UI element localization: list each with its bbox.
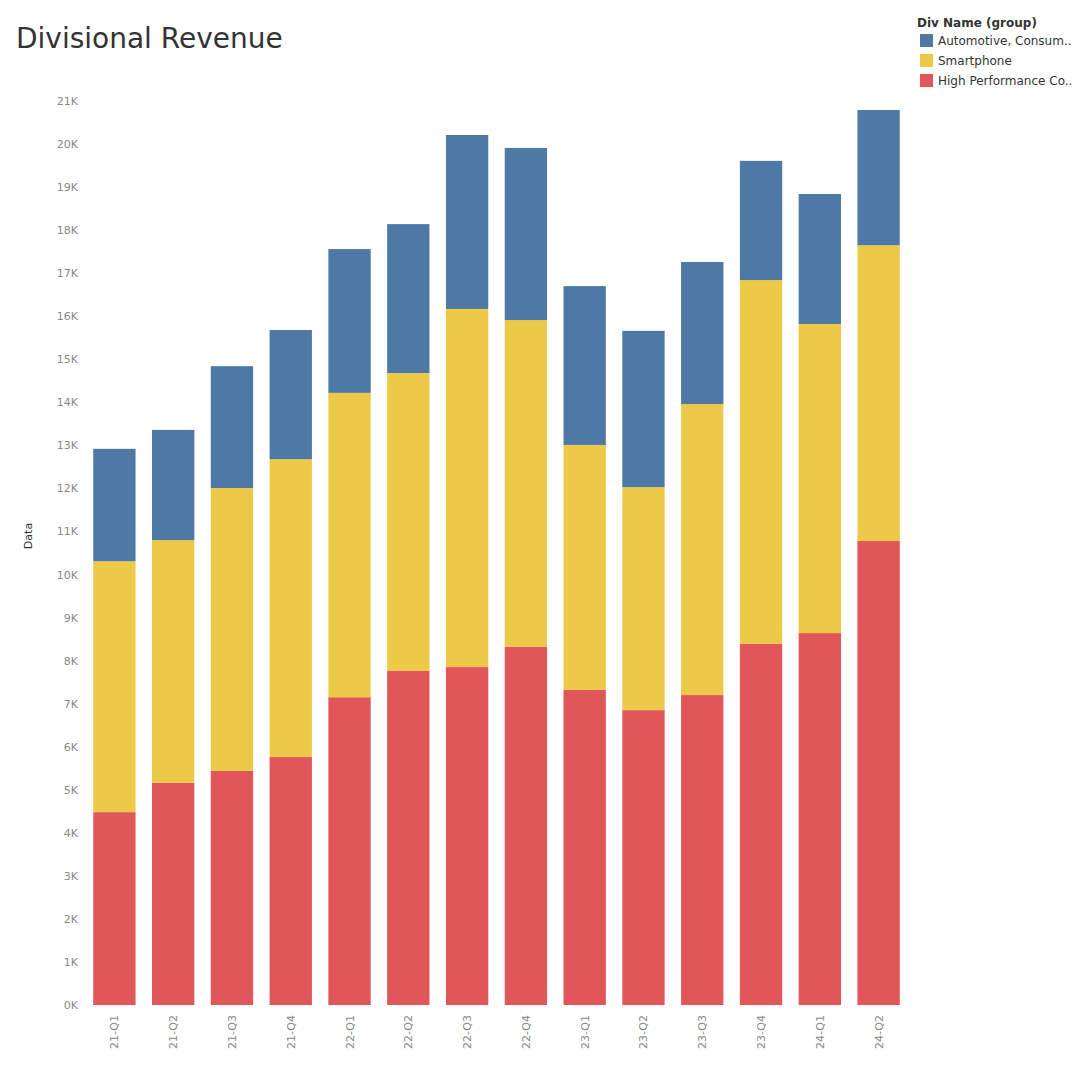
- bar-segment: [505, 647, 547, 1005]
- y-tick-label: 2K: [64, 913, 79, 926]
- y-tick-label: 7K: [64, 698, 79, 711]
- bar-segment: [328, 697, 370, 1005]
- y-tick-label: 10K: [57, 569, 79, 582]
- bar-segment: [152, 783, 194, 1005]
- legend-label: Smartphone: [938, 54, 1012, 68]
- legend: Div Name (group) Automotive, Consum.. Smar…: [917, 16, 1072, 88]
- bar-segment: [857, 245, 899, 541]
- y-tick-label: 0K: [64, 999, 79, 1012]
- bar-segment: [564, 445, 606, 690]
- bar-segment: [564, 690, 606, 1005]
- bar-segment: [387, 671, 429, 1005]
- y-tick-label: 6K: [64, 741, 79, 754]
- x-tick-label: 21-Q3: [226, 1015, 239, 1049]
- x-tick-label: 22-Q1: [344, 1015, 357, 1049]
- legend-label: Automotive, Consum..: [938, 34, 1072, 48]
- bar-segment: [799, 324, 841, 633]
- bar-segment: [93, 449, 135, 561]
- bar-segment: [328, 249, 370, 393]
- y-tick-label: 18K: [57, 224, 79, 237]
- bar-segment: [857, 541, 899, 1005]
- x-tick-label: 21-Q1: [108, 1015, 121, 1049]
- bar-segment: [93, 812, 135, 1005]
- legend-title: Div Name (group): [917, 16, 1037, 30]
- chart: Divisional Revenue Data 0K 1K 2K 3K 4K 5K 6K 7K 8K…: [0, 0, 1080, 1080]
- bar-segment: [387, 373, 429, 671]
- x-tick-label: 22-Q4: [520, 1015, 533, 1049]
- x-tick-label: 21-Q2: [167, 1015, 180, 1049]
- bar-segment: [740, 161, 782, 280]
- x-tick-label: 23-Q1: [579, 1015, 592, 1049]
- bar-segment: [446, 309, 488, 667]
- x-tick-label: 22-Q3: [461, 1015, 474, 1049]
- x-tick-label: 24-Q2: [873, 1015, 886, 1049]
- x-tick-label: 23-Q2: [637, 1015, 650, 1049]
- bar-segment: [681, 695, 723, 1005]
- x-tick-label: 23-Q3: [696, 1015, 709, 1049]
- bar-segment: [799, 633, 841, 1005]
- legend-swatch: [920, 74, 933, 87]
- bar-segment: [93, 561, 135, 812]
- y-tick-label: 3K: [64, 870, 79, 883]
- bar-segment: [446, 667, 488, 1005]
- bar-segment: [446, 135, 488, 309]
- bar-segment: [857, 110, 899, 245]
- y-tick-label: 4K: [64, 827, 79, 840]
- bars: [93, 110, 900, 1005]
- y-tick-label: 1K: [64, 956, 79, 969]
- bar-segment: [799, 194, 841, 324]
- bar-segment: [505, 320, 547, 647]
- y-tick-label: 21K: [57, 95, 79, 108]
- y-tick-label: 5K: [64, 784, 79, 797]
- bar-segment: [270, 330, 312, 459]
- bar-segment: [681, 404, 723, 695]
- title: Divisional Revenue: [16, 22, 283, 55]
- bar-segment: [622, 331, 664, 487]
- bar-segment: [387, 224, 429, 373]
- y-axis: 0K 1K 2K 3K 4K 5K 6K 7K 8K 9K 10K 11K 12K 13K 14K 15K 16…: [57, 95, 79, 1012]
- bar-segment: [622, 710, 664, 1005]
- bar-segment: [740, 280, 782, 644]
- legend-swatch: [920, 34, 933, 47]
- x-tick-label: 23-Q4: [755, 1015, 768, 1049]
- y-tick-label: 20K: [57, 138, 79, 151]
- bar-segment: [152, 540, 194, 783]
- x-tick-label: 24-Q1: [814, 1015, 827, 1049]
- y-tick-label: 12K: [57, 482, 79, 495]
- y-tick-label: 15K: [57, 353, 79, 366]
- y-tick-label: 11K: [57, 525, 79, 538]
- y-tick-label: 9K: [64, 612, 79, 625]
- bar-segment: [681, 262, 723, 404]
- y-tick-label: 13K: [57, 439, 79, 452]
- legend-swatch: [920, 54, 933, 67]
- bar-segment: [211, 771, 253, 1005]
- bar-segment: [328, 393, 370, 697]
- x-tick-label: 22-Q2: [402, 1015, 415, 1049]
- y-tick-label: 17K: [57, 267, 79, 280]
- bar-segment: [211, 366, 253, 488]
- y-tick-label: 8K: [64, 655, 79, 668]
- x-tick-label: 21-Q4: [285, 1015, 298, 1049]
- y-axis-label: Data: [22, 523, 35, 549]
- y-tick-label: 14K: [57, 396, 79, 409]
- bar-segment: [270, 757, 312, 1005]
- bar-segment: [740, 644, 782, 1005]
- legend-label: High Performance Co..: [938, 74, 1072, 88]
- bar-segment: [564, 286, 606, 445]
- x-axis: 21-Q1 21-Q2 21-Q3 21-Q4 22-Q1 22-Q2 22-Q3 22-Q4…: [108, 1015, 885, 1049]
- bar-segment: [505, 148, 547, 320]
- bar-segment: [270, 459, 312, 757]
- bar-segment: [211, 488, 253, 771]
- bar-segment: [152, 430, 194, 540]
- y-tick-label: 19K: [57, 181, 79, 194]
- bar-segment: [622, 487, 664, 710]
- y-tick-label: 16K: [57, 310, 79, 323]
